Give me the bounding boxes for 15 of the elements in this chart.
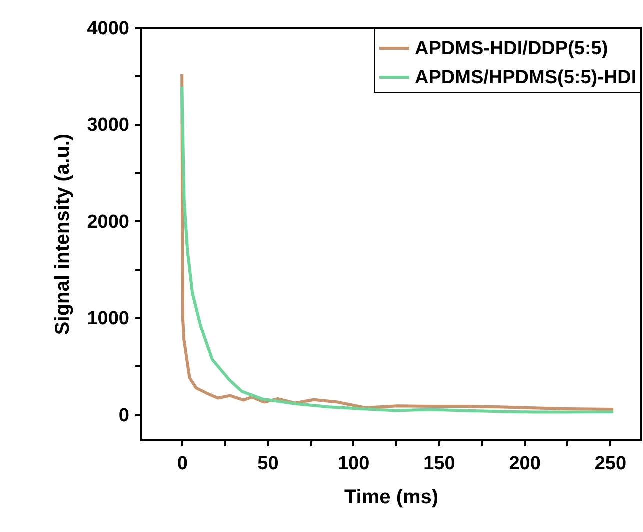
y-axis-title: Signal intensity (a.u.) <box>52 134 74 336</box>
y-tick-label: 1000 <box>87 308 130 330</box>
y-tick-label: 3000 <box>87 115 130 136</box>
x-tick-label: 100 <box>338 454 370 474</box>
legend-label: APDMS-HDI/DDP(5:5) <box>415 38 608 60</box>
x-tick-label: 0 <box>177 454 188 474</box>
x-tick-label: 200 <box>509 454 541 474</box>
x-tick-label: 250 <box>594 454 627 474</box>
x-tick-label: 150 <box>424 454 456 474</box>
x-axis-title: Time (ms) <box>344 486 439 508</box>
x-tick-label: 50 <box>258 454 279 474</box>
legend-label: APDMS/HPDMS(5:5)-HDI <box>415 68 637 88</box>
y-tick-label: 2000 <box>87 212 130 233</box>
y-tick-label: 0 <box>118 405 130 426</box>
y-tick-label: 4000 <box>87 18 130 40</box>
